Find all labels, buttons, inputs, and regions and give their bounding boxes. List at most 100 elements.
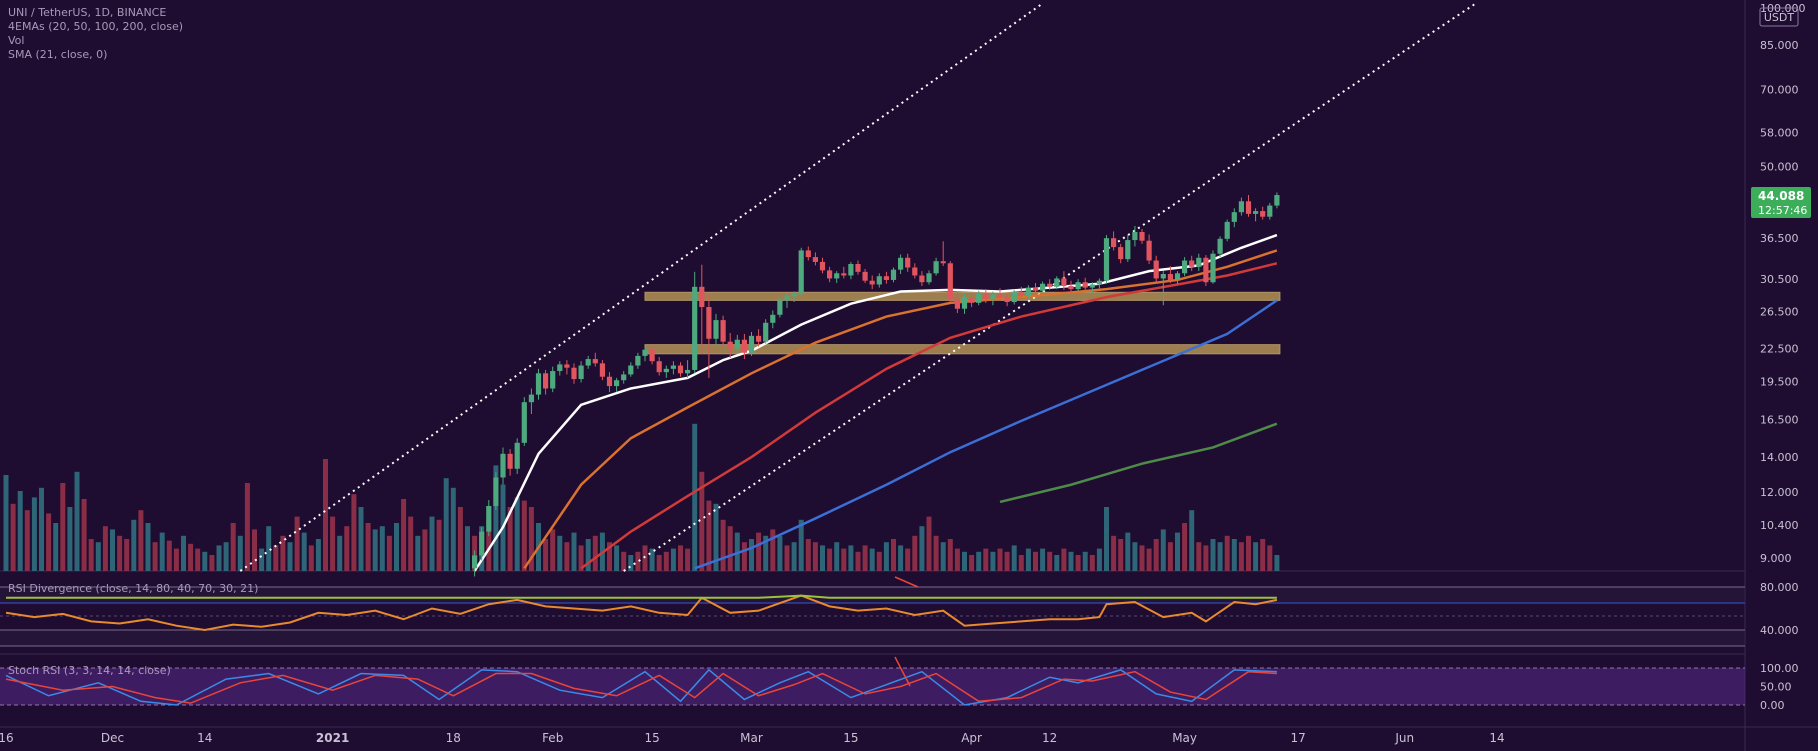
volume-bar bbox=[564, 542, 570, 571]
candle-body bbox=[564, 364, 570, 368]
volume-bar bbox=[415, 535, 421, 571]
rsi-legend[interactable]: RSI Divergence (close, 14, 80, 40, 70, 3… bbox=[8, 582, 259, 595]
date-tick: 12 bbox=[1042, 731, 1057, 745]
candle-body bbox=[748, 335, 755, 353]
rsi-series bbox=[5, 594, 1278, 632]
volume-bar bbox=[315, 539, 321, 571]
volume-bar bbox=[862, 545, 868, 571]
candle-body bbox=[940, 261, 946, 264]
currency-badge-frame[interactable] bbox=[1759, 7, 1799, 27]
volume-bar bbox=[344, 526, 350, 571]
price-tick: 22.500 bbox=[1760, 343, 1799, 356]
volume-bar bbox=[1018, 555, 1024, 571]
volume-bar bbox=[670, 548, 676, 571]
volume-bar bbox=[1175, 532, 1180, 571]
volume-bar bbox=[379, 526, 385, 571]
volume-bar bbox=[1160, 529, 1166, 571]
volume-bar bbox=[394, 523, 399, 571]
volume-bar bbox=[1082, 551, 1088, 571]
volume-bar bbox=[933, 535, 939, 571]
stoch-series bbox=[5, 668, 1277, 706]
volume-bar bbox=[138, 510, 144, 571]
candle-body bbox=[599, 363, 605, 377]
volume-bar bbox=[443, 478, 449, 571]
stoch-tick: 100.00 bbox=[1760, 662, 1799, 675]
candle-body bbox=[500, 453, 506, 478]
volume-bar bbox=[756, 532, 762, 571]
candle-body bbox=[528, 394, 534, 403]
volume-bar bbox=[919, 526, 925, 571]
volume-bar bbox=[557, 535, 563, 571]
volume-bar bbox=[386, 535, 392, 571]
volume-bar bbox=[1132, 542, 1138, 571]
date-axis[interactable]: 16 Dec 14 2021 18 Feb 15 Mar 15 Apr 12 May 17 Jun 14 bbox=[0, 731, 1505, 745]
rsi-tick: 40.000 bbox=[1760, 624, 1799, 637]
volume-bar bbox=[1182, 523, 1188, 571]
volume-bar bbox=[17, 491, 23, 571]
candle-body bbox=[1224, 221, 1230, 239]
volume-bar bbox=[457, 507, 463, 571]
candle-body bbox=[628, 365, 634, 375]
currency-badge[interactable]: USDT bbox=[1764, 11, 1795, 24]
candle-body bbox=[1267, 205, 1273, 217]
candle-body bbox=[1025, 287, 1031, 296]
volume-bar bbox=[1189, 510, 1195, 571]
volume-bar bbox=[280, 535, 286, 571]
volume-bar bbox=[678, 545, 683, 571]
rsi-lower-band bbox=[0, 630, 1745, 646]
candle-body bbox=[777, 300, 783, 315]
volume-bar bbox=[954, 548, 960, 571]
volume-bar bbox=[323, 459, 328, 571]
volume-bar bbox=[1011, 545, 1017, 571]
candle-body bbox=[621, 374, 627, 381]
candle-body bbox=[685, 369, 691, 374]
candle-body bbox=[571, 367, 577, 380]
symbol-title[interactable]: UNI / TetherUS, 1D, BINANCE bbox=[8, 6, 167, 19]
date-tick: 15 bbox=[843, 731, 858, 745]
candle-body bbox=[606, 376, 613, 387]
candle-body bbox=[933, 261, 939, 274]
rsi-upper-band bbox=[0, 587, 1745, 603]
ema-legend[interactable]: 4EMAs (20, 50, 100, 200, close) bbox=[8, 20, 184, 33]
price-axis[interactable]: 100.00085.00070.00058.00050.00036.50030.… bbox=[1760, 2, 1806, 565]
candle-body bbox=[642, 349, 648, 356]
volume-bar bbox=[1033, 551, 1038, 571]
volume-bar bbox=[1125, 532, 1131, 571]
candle-body bbox=[1174, 273, 1181, 280]
volume-bar bbox=[827, 548, 833, 571]
candle-body bbox=[507, 453, 513, 469]
candle-body bbox=[834, 273, 840, 279]
volume-bar bbox=[181, 535, 186, 571]
candle-body bbox=[855, 263, 861, 272]
volume-bar bbox=[883, 542, 889, 571]
date-tick: 18 bbox=[446, 731, 461, 745]
candle-body bbox=[514, 442, 520, 469]
candle-body bbox=[1253, 211, 1259, 214]
volume-bar bbox=[1217, 542, 1223, 571]
volume-bar bbox=[244, 483, 250, 571]
volume-bar bbox=[252, 529, 257, 571]
volume-bar bbox=[10, 503, 16, 571]
volume-legend[interactable]: Vol bbox=[8, 34, 25, 47]
candle-body bbox=[805, 250, 811, 258]
price-tick: 85.000 bbox=[1760, 39, 1799, 52]
volume-bar bbox=[465, 526, 470, 571]
candle-body bbox=[1004, 297, 1010, 303]
volume-bar bbox=[429, 516, 435, 571]
candle-body bbox=[720, 320, 726, 342]
volume-bar bbox=[905, 548, 911, 571]
candle-body bbox=[727, 341, 733, 349]
volume-bar bbox=[692, 423, 698, 571]
stoch-legend[interactable]: Stoch RSI (3, 3, 14, 14, close) bbox=[8, 664, 171, 677]
volume-bar bbox=[1224, 535, 1230, 571]
candle-body bbox=[741, 339, 747, 353]
candle-body bbox=[1210, 253, 1216, 283]
candle-body bbox=[1160, 274, 1166, 279]
last-price-value: 44.088 bbox=[1758, 189, 1804, 203]
symbol-legend[interactable]: UNI / TetherUS, 1D, BINANCE 4EMAs (20, 5… bbox=[8, 6, 183, 62]
candle-body bbox=[578, 365, 584, 380]
sma-legend[interactable]: SMA (21, close, 0) bbox=[8, 48, 108, 61]
candle-body bbox=[912, 267, 918, 276]
volume-bar bbox=[685, 548, 691, 571]
